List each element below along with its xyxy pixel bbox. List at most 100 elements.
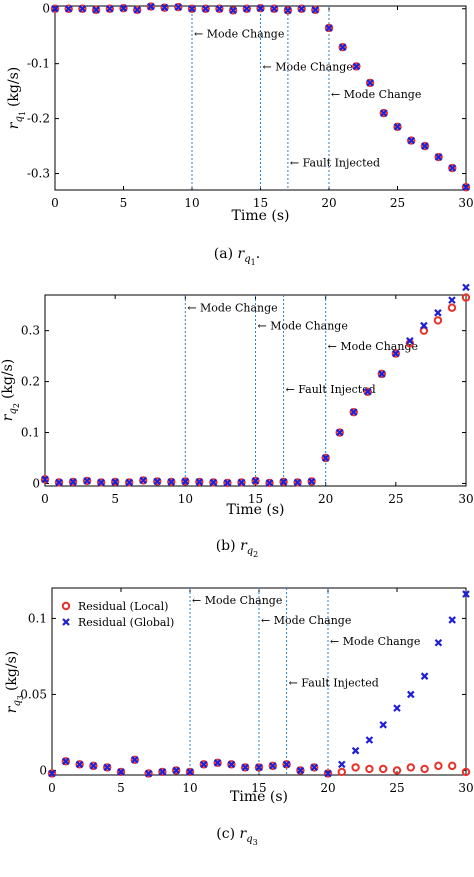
data-point-global [338, 760, 346, 769]
data-point-local [47, 769, 57, 778]
data-point-local [40, 475, 50, 484]
y-tick-label: -0.1 [27, 57, 50, 71]
y-label-sub: q [12, 700, 23, 706]
data-point-global [55, 478, 63, 487]
data-point-global [133, 6, 141, 14]
y-tick-label: 0.05 [20, 687, 47, 701]
data-point-local [146, 2, 156, 11]
data-point-global [200, 760, 208, 769]
caption-prefix: (b) [216, 538, 240, 554]
y-label-unit: (kg/s) [0, 359, 16, 399]
data-point-local [256, 3, 265, 13]
data-point-local [293, 478, 302, 487]
x-tick-label: 5 [117, 781, 125, 795]
y-label-sub: q [14, 116, 25, 122]
data-point-global [434, 153, 443, 161]
data-point-global [311, 6, 320, 14]
data-point-local [195, 477, 204, 487]
data-point-global [186, 768, 194, 776]
event-annotation: ← Mode Change [261, 614, 351, 627]
data-point-global [338, 43, 347, 51]
data-point-local [61, 757, 71, 766]
data-point-global [448, 616, 456, 624]
data-point-global [106, 4, 114, 13]
data-point-local [160, 3, 169, 12]
data-point-local [119, 3, 128, 13]
data-point-local [447, 303, 457, 312]
data-point-global [181, 477, 190, 486]
panel-caption: (a) rq1. [214, 246, 260, 267]
legend-label-global: Residual (Global) [78, 616, 174, 629]
data-point-global [462, 283, 470, 292]
data-point-local [434, 152, 443, 162]
data-point-global [421, 142, 429, 150]
data-point-local [96, 478, 106, 487]
data-point-global [251, 477, 260, 485]
series-local [47, 755, 471, 778]
data-point-local [254, 763, 264, 772]
data-point-global [119, 4, 128, 12]
data-point-local [105, 4, 115, 13]
data-point-local [172, 766, 181, 775]
data-point-local [181, 477, 190, 486]
event-annotation: ← Mode Change [258, 320, 348, 333]
event-annotation: ← Fault Injected [290, 157, 380, 170]
x-tick-label: 30 [458, 781, 473, 795]
data-point-local [393, 122, 402, 132]
data-point-local [307, 477, 316, 486]
data-point-local [349, 407, 358, 417]
data-point-local [82, 476, 92, 486]
data-point-global [270, 4, 278, 13]
data-point-local [420, 764, 429, 774]
y-axis-label: rq1 (kg/s) [6, 67, 27, 129]
data-point-local [324, 23, 334, 33]
y-tick-label: 0 [32, 476, 40, 490]
data-point-local [64, 4, 73, 13]
data-point-local [110, 477, 120, 487]
data-point-local [187, 4, 197, 13]
data-point-local [116, 767, 126, 777]
data-point-global [380, 109, 388, 117]
x-tick-label: 20 [318, 492, 333, 506]
data-point-global [48, 769, 56, 778]
data-point-global [393, 123, 402, 131]
data-point-local [78, 4, 87, 13]
x-tick-label: 10 [182, 781, 197, 795]
data-point-global [92, 6, 100, 14]
data-point-local [377, 369, 386, 379]
data-point-global [335, 428, 344, 437]
y-tick-label: 0 [39, 763, 47, 777]
data-point-local [158, 767, 167, 777]
y-label-unit: (kg/s) [6, 67, 22, 107]
y-label-subsub: 1 [18, 111, 27, 116]
data-point-local [335, 428, 344, 437]
data-point-global [434, 309, 442, 317]
x-tick-label: 30 [458, 196, 473, 210]
data-point-local [379, 764, 388, 774]
data-point-global [64, 4, 73, 13]
data-point-global [256, 4, 265, 12]
data-point-local [352, 62, 361, 71]
event-annotation: ← Fault Injected [289, 676, 379, 689]
y-tick-label: 0.2 [21, 375, 40, 389]
caption-sub: q [247, 546, 253, 557]
data-point-global [117, 768, 125, 776]
caption-prefix: (c) [216, 826, 239, 842]
x-tick-label: 15 [248, 492, 263, 506]
x-axis-label: Time (s) [230, 789, 288, 805]
data-point-global [195, 478, 204, 486]
data-point-local [75, 760, 84, 769]
data-point-local [201, 4, 210, 13]
data-point-global [363, 387, 372, 396]
data-point-global [406, 337, 414, 345]
data-point-local [174, 2, 183, 12]
data-point-global [393, 704, 401, 712]
data-point-local [433, 316, 443, 325]
data-point-local [215, 4, 224, 13]
data-point-local [227, 760, 236, 769]
data-point-global [158, 768, 167, 776]
data-point-global [379, 721, 387, 729]
data-point-local [268, 761, 277, 771]
data-point-local [434, 761, 443, 771]
